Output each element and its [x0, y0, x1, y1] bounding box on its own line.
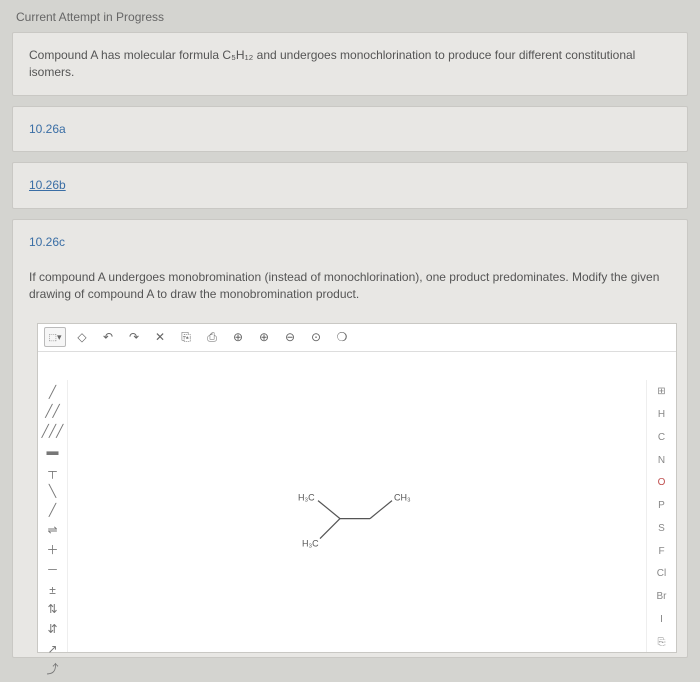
prompt-text: Compound A has molecular formula C₅H₁₂ a… [29, 48, 635, 79]
section-c-panel: 10.26c If compound A undergoes monobromi… [12, 219, 688, 657]
element-c[interactable]: C [651, 429, 673, 447]
label-h3c-2: H₃C [302, 539, 319, 549]
equilibrium-tool[interactable]: ⇌ [42, 522, 64, 539]
charge-minus-tool[interactable]: － [42, 562, 64, 579]
element-p[interactable]: P [651, 497, 673, 515]
instruction-text: If compound A undergoes monobromination … [29, 269, 671, 303]
label-ch3: CH₃ [394, 493, 411, 503]
section-b-link[interactable]: 10.26b [29, 178, 66, 192]
charge-pm-tool[interactable]: ± [42, 582, 64, 599]
redo-button[interactable]: ↷ [124, 327, 144, 347]
zoom-reset-button[interactable]: ⊙ [306, 327, 326, 347]
lone-pair-tool[interactable]: ⇅ [42, 601, 64, 618]
dash-tool[interactable]: ╲ [42, 483, 64, 500]
single-bond-tool[interactable]: ╱ [42, 384, 64, 401]
drawing-canvas[interactable]: H₃C CH₃ H₃C [68, 380, 646, 652]
section-c-link[interactable]: 10.26c [29, 234, 671, 251]
element-br[interactable]: Br [651, 588, 673, 606]
radical-tool[interactable]: ⇵ [42, 621, 64, 638]
label-h3c-1: H₃C [298, 493, 315, 503]
more-elements-button[interactable]: ⎘ [651, 634, 673, 652]
arrow-tool[interactable]: ↗ [42, 641, 64, 658]
element-cl[interactable]: Cl [651, 566, 673, 584]
curved-arrow-tool[interactable]: ⤴ [42, 661, 64, 678]
charge-plus-tool[interactable]: ＋ [42, 542, 64, 559]
select-tool-button[interactable]: ⬚▾ [44, 327, 66, 347]
element-i[interactable]: I [651, 611, 673, 629]
cut-button[interactable]: ✕ [150, 327, 170, 347]
molecule-drawing[interactable]: H₃C CH₃ H₃C [292, 479, 422, 564]
double-bond-tool[interactable]: ╱╱ [42, 403, 64, 420]
element-h[interactable]: H [651, 406, 673, 424]
zoom-out-button[interactable]: ⊖ [280, 327, 300, 347]
element-tools: ⊞ H C N O P S F Cl Br I ⎘ [646, 380, 676, 652]
paste-button[interactable]: ⎙ [202, 327, 222, 347]
help-button[interactable]: ❍ [332, 327, 352, 347]
zoom-fit-button[interactable]: ⊕ [254, 327, 274, 347]
erase-button[interactable]: ◇ [72, 327, 92, 347]
element-n[interactable]: N [651, 452, 673, 470]
prompt-panel: Compound A has molecular formula C₅H₁₂ a… [12, 32, 688, 96]
copy-button[interactable]: ⎘ [176, 327, 196, 347]
undo-button[interactable]: ↶ [98, 327, 118, 347]
section-b-panel[interactable]: 10.26b [12, 162, 688, 209]
bond-tools: ╱ ╱╱ ╱╱╱ ▬ ┬ ╲ ╱ ⇌ ＋ － ± ⇅ ⇵ ↗ ⤴ [38, 380, 68, 652]
section-a-panel[interactable]: 10.26a [12, 106, 688, 153]
progress-title: Current Attempt in Progress [12, 8, 688, 32]
triple-bond-tool[interactable]: ╱╱╱ [42, 423, 64, 440]
periodic-table-button[interactable]: ⊞ [651, 384, 673, 402]
element-o[interactable]: O [651, 475, 673, 493]
editor-top-toolbar: ⬚▾ ◇ ↶ ↷ ✕ ⎘ ⎙ ⊕ ⊕ ⊖ ⊙ ❍ [38, 324, 676, 352]
element-f[interactable]: F [651, 543, 673, 561]
wedge-tool[interactable]: ┬ [42, 463, 64, 480]
section-a-link[interactable]: 10.26a [29, 122, 66, 136]
zoom-in-button[interactable]: ⊕ [228, 327, 248, 347]
element-s[interactable]: S [651, 520, 673, 538]
bond-tool-7[interactable]: ╱ [42, 502, 64, 519]
chain-tool[interactable]: ▬ [42, 443, 64, 460]
structure-editor: ⬚▾ ◇ ↶ ↷ ✕ ⎘ ⎙ ⊕ ⊕ ⊖ ⊙ ❍ ╱ ╱╱ ╱╱╱ ▬ ┬ [37, 323, 677, 653]
